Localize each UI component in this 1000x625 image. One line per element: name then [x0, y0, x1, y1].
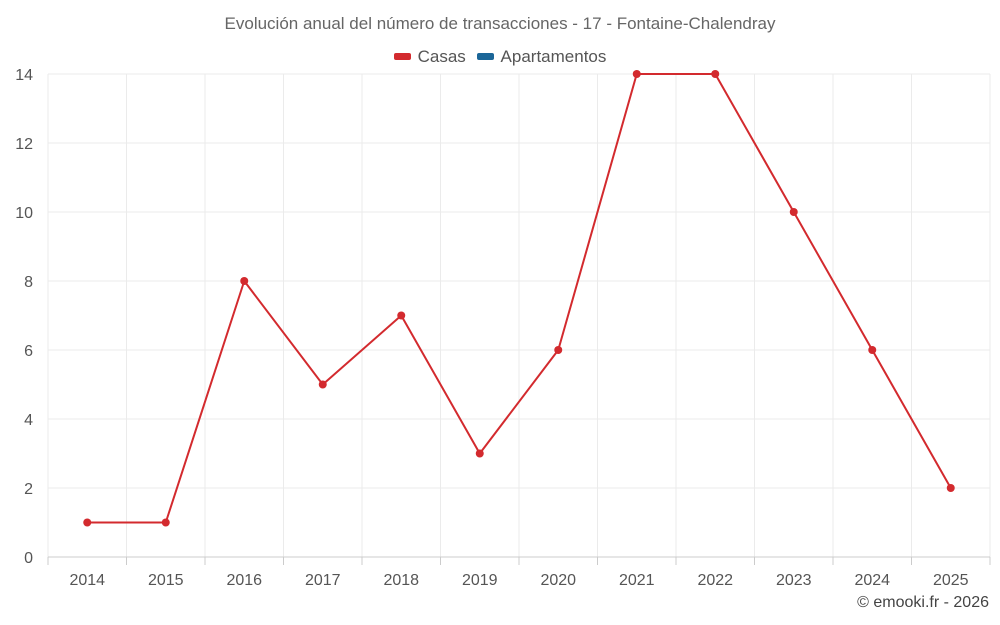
data-point[interactable]: [554, 346, 563, 354]
series-line-casas: [87, 73, 952, 524]
data-point[interactable]: [318, 380, 327, 389]
chart-axes: 0 2 4 6 8 10 12 14 2014 2015 2016 2017 2018 2019 2020 2…: [15, 67, 991, 589]
legend-item-apartamentos[interactable]: Apartamentos: [476, 46, 607, 67]
x-tick-label: 2015: [148, 572, 184, 589]
x-tick-label: 2025: [933, 572, 969, 589]
data-point[interactable]: [161, 518, 170, 527]
y-tick-label: 2: [24, 481, 33, 498]
credit-text: © emooki.fr - 2026: [857, 594, 989, 611]
x-tick-label: 2019: [462, 572, 498, 589]
x-tick-label: 2018: [383, 572, 419, 589]
legend-swatch-casas: [393, 53, 411, 60]
x-tick-label: 2021: [619, 572, 655, 589]
legend-item-casas[interactable]: Casas: [393, 46, 466, 67]
x-tick-label: 2017: [305, 572, 341, 589]
y-tick-label: 14: [15, 67, 33, 84]
chart-legend: Casas Apartamentos: [0, 45, 1000, 67]
data-point[interactable]: [397, 311, 406, 320]
data-point[interactable]: [789, 208, 798, 216]
chart-series: [83, 70, 955, 527]
x-tick-label: 2016: [226, 572, 262, 589]
x-tick-label: 2024: [854, 572, 890, 589]
legend-swatch-apartamentos: [476, 53, 494, 60]
data-point[interactable]: [946, 484, 955, 492]
y-tick-label: 6: [24, 343, 33, 360]
x-tick-label: 2020: [540, 572, 576, 589]
chart-title: Evolución anual del número de transaccio…: [224, 14, 776, 33]
chart-grid: [47, 73, 991, 557]
legend-label-apartamentos: Apartamentos: [500, 46, 607, 66]
data-point[interactable]: [868, 346, 877, 354]
data-point[interactable]: [711, 70, 720, 78]
x-tick-label: 2023: [776, 572, 812, 589]
data-point[interactable]: [632, 70, 641, 78]
y-tick-label: 8: [24, 274, 33, 291]
y-tick-label: 12: [15, 136, 33, 153]
x-tick-label: 2022: [697, 572, 733, 589]
y-tick-label: 10: [15, 205, 33, 222]
data-point[interactable]: [83, 518, 92, 527]
y-tick-label: 4: [24, 412, 33, 429]
data-point[interactable]: [475, 449, 484, 458]
y-tick-label: 0: [24, 550, 33, 567]
x-tick-label: 2014: [69, 572, 105, 589]
legend-label-casas: Casas: [417, 46, 466, 66]
data-point[interactable]: [240, 277, 249, 285]
